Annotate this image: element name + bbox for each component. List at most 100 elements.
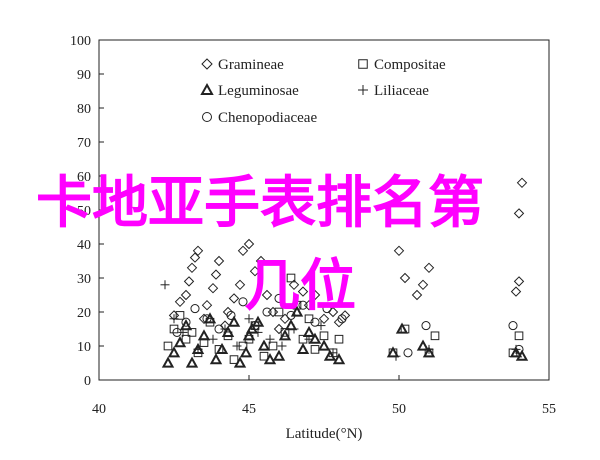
liliaceae-point [304,334,314,344]
liliaceae-point [253,327,263,337]
legend-label-gramineae: Gramineae [218,57,284,73]
y-tick-label: 90 [77,68,91,83]
gramineae-point [417,279,429,291]
liliaceae-point [277,341,287,351]
liliaceae-point [169,314,179,324]
chenopodiaceae-point [250,321,260,331]
gramineae-point [513,276,525,287]
chenopodiaceae-point [322,304,332,314]
compositae-point [334,334,344,344]
leguminosae-point [215,342,229,354]
gramineae-point [327,306,339,318]
gramineae-point [210,269,222,280]
compositae-point [514,331,524,341]
gramineae-point [237,245,249,257]
chenopodiaceae-point [202,314,212,324]
legend-label-liliaceae: Liliaceae [374,83,429,99]
compositae-point [181,334,191,344]
compositae-point [229,355,239,364]
chenopodiaceae-point [226,310,236,320]
leguminosae-point [515,349,529,361]
leguminosae-point [239,346,253,358]
compositae-point [274,307,284,317]
leguminosae-point [416,339,430,351]
gramineae-point [261,289,273,301]
gramineae-point [303,299,315,311]
y-axis: 0 10 20 30 40 50 60 70 80 90 100 [70,34,104,389]
gramineae-point [183,276,195,287]
chenopodiaceae-point [181,317,191,327]
gramineae-point [399,272,411,284]
gramineae-point [309,289,321,301]
gramineae-point [213,255,225,267]
gramineae-point [339,310,351,321]
compositae-point [169,324,179,334]
leguminosae-point [242,329,256,341]
leguminosae-point [422,346,436,358]
overlay-text-line2: 几位 [244,254,356,319]
legend-marker-liliaceae [358,85,368,95]
leguminosae-point [179,319,193,331]
gramineae-point [174,296,186,308]
gramineae-point [411,289,423,301]
gramineae-point [189,252,201,263]
y-tick-label: 20 [77,306,91,321]
leguminosae-point [161,356,175,368]
liliaceae-point [178,327,188,337]
y-tick-label: 60 [77,170,91,185]
x-tick-label: 45 [242,402,256,417]
y-tick-label: 50 [77,204,91,219]
liliaceae-point [193,344,203,354]
gramineae-point [297,286,309,297]
compositae-point [268,341,278,351]
liliaceae-point [220,324,230,334]
compositae-point [280,328,290,337]
gramineae-point [273,323,285,335]
legend-label-compositae: Compositae [374,57,446,73]
liliaceae-point [328,348,338,358]
gramineae-point [267,306,279,318]
gramineae-point [249,265,261,277]
leguminosae-point [317,339,331,351]
legend-marker-compositae [358,59,368,69]
liliaceae-point [391,351,401,361]
gramineae-point [243,238,255,250]
compositae-point [430,331,440,341]
chenopodiaceae-point [514,344,524,354]
leguminosae-point [332,353,346,365]
leguminosae-point [233,356,247,368]
y-tick-label: 10 [77,340,91,355]
gramineae-point [234,279,246,291]
gramineae-point [393,245,405,257]
chenopodiaceae-point [310,317,320,327]
chenopodiaceae-point [214,324,224,334]
compositae-point [286,273,296,283]
legend-marker-leguminosae [200,82,214,95]
x-tick-label: 55 [542,402,556,417]
gramineae-point [222,306,234,318]
gramineae-point [288,279,300,291]
chenopodiaceae-point [286,310,296,320]
y-tick-label: 100 [70,34,91,49]
leguminosae-point [173,336,187,348]
gramineae-point [186,262,198,274]
leguminosae-point [209,353,223,365]
liliaceae-point [265,334,275,344]
gramineae-point [333,316,345,328]
liliaceae-point [232,341,242,351]
leguminosae-point [272,349,286,361]
gramineae-point [180,289,192,301]
leguminosae-point [185,356,199,368]
gramineae-point [279,313,291,325]
gramineae-point [516,177,528,189]
chenopodiaceae-point [298,300,308,310]
leguminosae-point [290,305,304,317]
leguminosae-point [197,329,211,341]
leguminosae-point [509,346,523,358]
gramineae-point [207,282,219,294]
leguminosae-point [203,312,217,324]
gramineae-point [510,286,522,297]
x-tick-label: 40 [92,402,106,417]
chenopodiaceae-point [262,307,272,317]
liliaceae-point [424,344,434,354]
